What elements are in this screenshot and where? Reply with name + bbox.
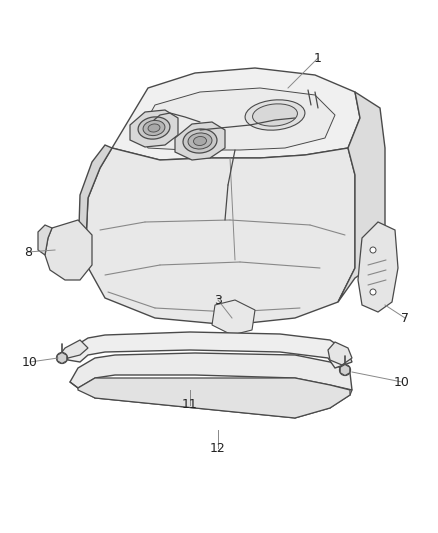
Text: 8: 8 (24, 246, 32, 259)
Polygon shape (85, 148, 355, 325)
Ellipse shape (138, 117, 170, 139)
Ellipse shape (188, 133, 212, 149)
Polygon shape (70, 353, 352, 390)
Polygon shape (212, 300, 255, 335)
Circle shape (370, 289, 376, 295)
Text: 3: 3 (214, 294, 222, 306)
Polygon shape (62, 340, 88, 358)
Text: 1: 1 (314, 52, 322, 64)
Polygon shape (57, 352, 67, 364)
Polygon shape (130, 110, 178, 147)
Polygon shape (140, 88, 335, 150)
Text: 10: 10 (394, 376, 410, 389)
Ellipse shape (143, 120, 165, 135)
Circle shape (370, 247, 376, 253)
Circle shape (57, 352, 67, 364)
Text: 10: 10 (22, 356, 38, 368)
Ellipse shape (253, 104, 297, 126)
Text: 12: 12 (210, 441, 226, 455)
Polygon shape (338, 92, 385, 302)
Polygon shape (78, 378, 350, 418)
Polygon shape (340, 365, 350, 376)
Text: 7: 7 (401, 311, 409, 325)
Polygon shape (358, 222, 398, 312)
Polygon shape (65, 332, 352, 368)
Ellipse shape (245, 100, 305, 130)
Polygon shape (78, 145, 112, 262)
Circle shape (339, 365, 350, 376)
Ellipse shape (148, 124, 160, 132)
Polygon shape (112, 68, 360, 160)
Ellipse shape (183, 129, 217, 153)
Polygon shape (328, 342, 352, 365)
Polygon shape (38, 225, 52, 255)
Text: 11: 11 (182, 399, 198, 411)
Polygon shape (175, 122, 225, 160)
Polygon shape (45, 220, 92, 280)
Ellipse shape (194, 136, 206, 146)
